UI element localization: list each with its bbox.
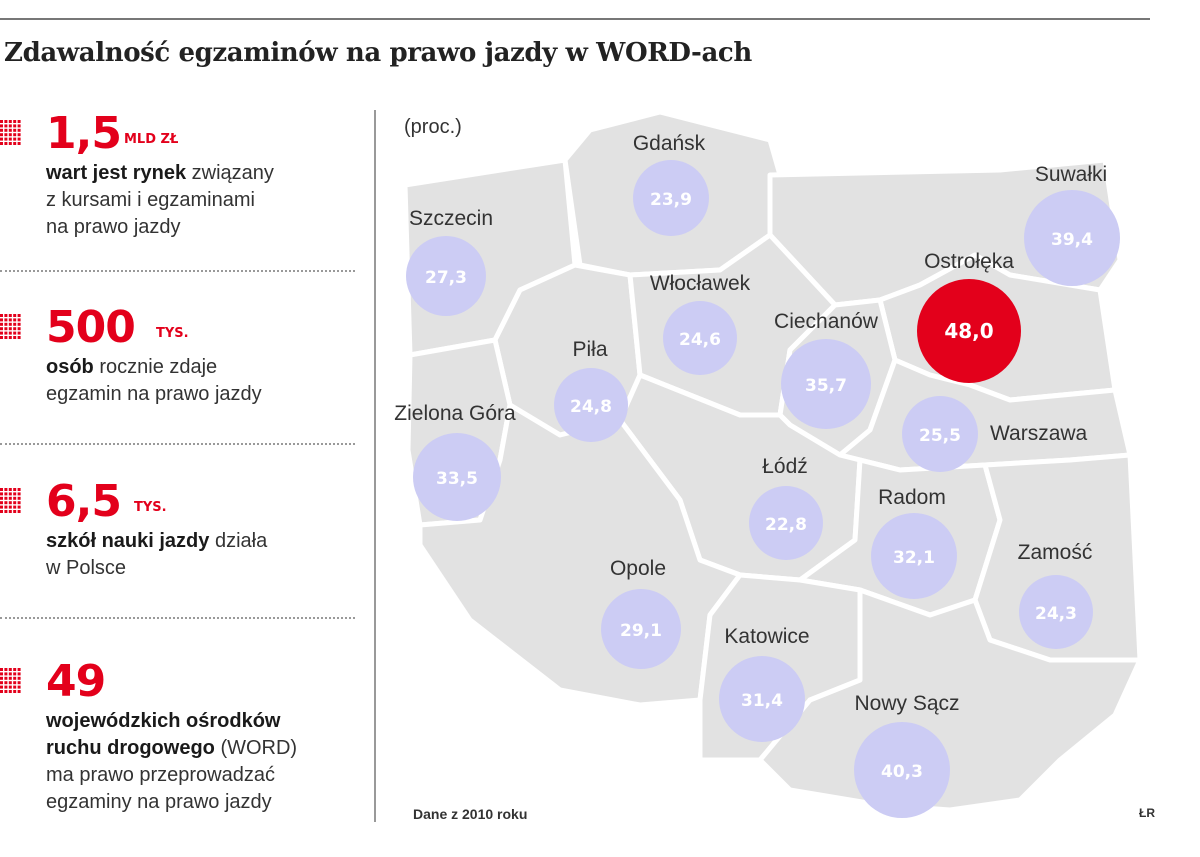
city-marker: 27,3 Szczecin: [406, 207, 493, 316]
city-label: Ostrołęka: [924, 250, 1014, 273]
city-label: Warszawa: [990, 422, 1088, 445]
city-marker: 25,5 Warszawa: [902, 396, 1088, 472]
city-bubbles: 23,9 Gdańsk 39,4 Suwałki 27,3 Szczecin 24,6 Wło…: [394, 132, 1120, 818]
city-bubble: [1024, 190, 1120, 286]
city-marker: 32,1 Radom: [871, 486, 957, 599]
stat-value: 1,5: [46, 108, 122, 159]
city-label: Suwałki: [1035, 163, 1107, 186]
stat-value: 49: [46, 656, 106, 707]
dot-grid-icon: [0, 120, 21, 145]
city-marker: 23,9 Gdańsk: [633, 132, 709, 236]
city-label: Szczecin: [409, 207, 493, 230]
dot-grid-icon: [0, 314, 21, 339]
city-label: Łódź: [762, 455, 808, 478]
top-rule: [0, 18, 1150, 20]
stat-exam-takers: 500 TYS. osób rocznie zdaje egzamin na p…: [0, 302, 355, 405]
city-value: 39,4: [1051, 230, 1093, 250]
city-label: Piła: [572, 338, 607, 361]
city-value: 27,3: [425, 268, 467, 288]
stat-description: wart jest rynek związany z kursami i egz…: [46, 162, 274, 238]
separator: [0, 443, 355, 445]
dot-grid-icon: [0, 668, 21, 693]
dot-grid-icon: [0, 488, 21, 513]
city-label: Gdańsk: [633, 132, 706, 155]
city-marker: 40,3 Nowy Sącz: [854, 692, 960, 818]
city-bubble: [781, 339, 871, 429]
city-value: 24,6: [679, 330, 721, 350]
city-value: 22,8: [765, 515, 807, 535]
city-value: 48,0: [944, 319, 993, 343]
city-label: Opole: [610, 557, 666, 580]
stat-description: szkół nauki jazdy działa w Polsce: [46, 530, 268, 579]
city-marker: 48,0 Ostrołęka: [917, 250, 1021, 383]
city-bubble: [902, 396, 978, 472]
page-title: Zdawalność egzaminów na prawo jazdy w WO…: [4, 38, 752, 68]
city-value: 24,8: [570, 397, 612, 417]
city-marker: 24,8 Piła: [554, 338, 628, 442]
separator: [0, 617, 355, 619]
unit-note: (proc.): [404, 116, 462, 138]
stat-unit: TYS.: [134, 500, 167, 515]
city-bubble: [871, 513, 957, 599]
column-divider: [374, 110, 376, 822]
city-bubble: [749, 486, 823, 560]
stat-value: 500: [46, 302, 136, 353]
stat-word-centers: 49 wojewódzkich ośrodków ruchu drogowego…: [0, 656, 355, 813]
stat-driving-schools: 6,5 TYS. szkół nauki jazdy działa w Pols…: [0, 476, 355, 579]
city-bubble: [554, 368, 628, 442]
city-value: 31,4: [741, 691, 783, 711]
city-label: Nowy Sącz: [854, 692, 959, 715]
stat-description: wojewódzkich ośrodków ruchu drogowego (W…: [46, 710, 298, 813]
city-label: Zamość: [1018, 541, 1093, 564]
city-value: 29,1: [620, 621, 662, 641]
city-marker: 22,8 Łódź: [749, 455, 823, 560]
stat-unit: MLD ZŁ: [124, 132, 179, 147]
city-label: Ciechanów: [774, 310, 879, 333]
city-marker: 31,4 Katowice: [719, 625, 810, 742]
city-value: 35,7: [805, 376, 847, 396]
city-marker: 29,1 Opole: [601, 557, 681, 669]
city-label: Katowice: [724, 625, 809, 648]
city-bubble: [663, 301, 737, 375]
city-marker: 39,4 Suwałki: [1024, 163, 1120, 286]
city-marker: 35,7 Ciechanów: [774, 310, 879, 429]
city-value: 25,5: [919, 426, 961, 446]
city-value: 32,1: [893, 548, 935, 568]
city-bubble: [854, 722, 950, 818]
city-label: Włocławek: [650, 272, 751, 295]
source-note: Dane z 2010 roku: [413, 806, 528, 822]
city-value: 40,3: [881, 762, 923, 782]
separator: [0, 270, 355, 272]
city-bubble: [406, 236, 486, 316]
stat-value: 6,5: [46, 476, 122, 527]
city-label: Radom: [878, 486, 946, 509]
city-marker: 33,5 Zielona Góra: [394, 402, 516, 521]
city-label: Zielona Góra: [394, 402, 516, 425]
stat-market-value: 1,5 MLD ZŁ wart jest rynek związany z ku…: [0, 108, 355, 238]
city-marker: 24,3 Zamość: [1018, 541, 1093, 649]
city-bubble: [917, 279, 1021, 383]
city-value: 24,3: [1035, 604, 1077, 624]
city-bubble: [633, 160, 709, 236]
city-bubble: [601, 589, 681, 669]
city-value: 23,9: [650, 190, 692, 210]
stat-description: osób rocznie zdaje egzamin na prawo jazd…: [46, 356, 262, 405]
city-bubble: [1019, 575, 1093, 649]
city-marker: 24,6 Włocławek: [650, 272, 751, 375]
city-bubble: [719, 656, 805, 742]
credit: ŁR: [1139, 806, 1155, 820]
city-value: 33,5: [436, 469, 478, 489]
city-bubble: [413, 433, 501, 521]
stat-unit: TYS.: [156, 326, 189, 341]
